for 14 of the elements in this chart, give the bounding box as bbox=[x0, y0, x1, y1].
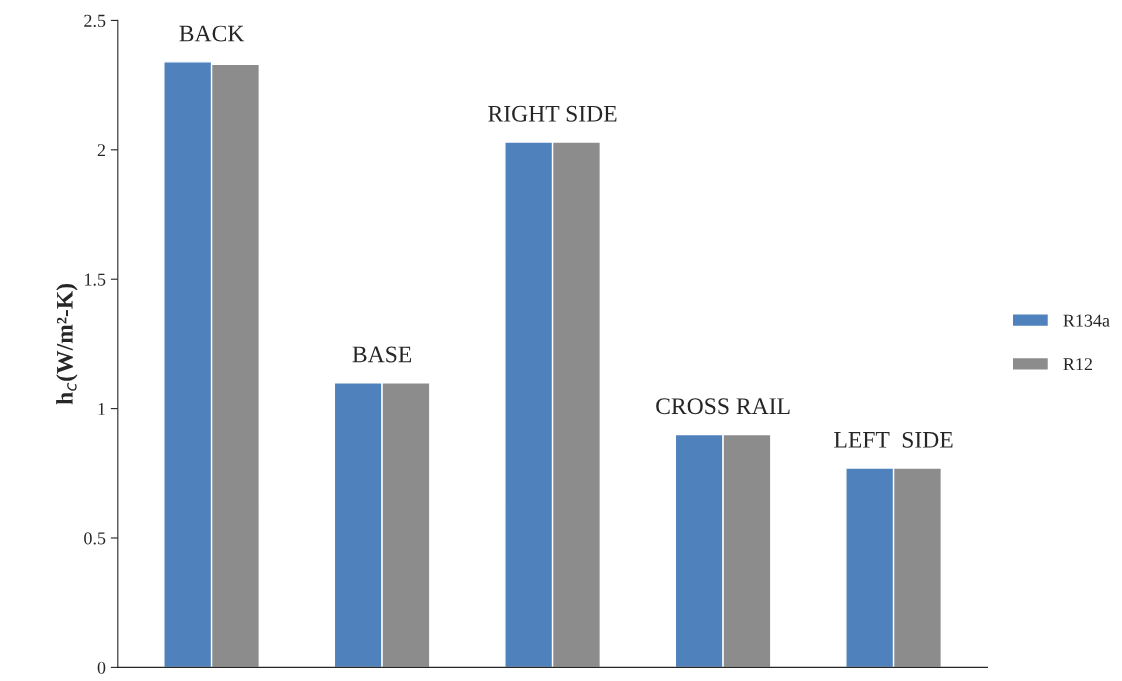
y-tick-label: 1 bbox=[98, 402, 105, 415]
y-tick-label: 0 bbox=[97, 661, 106, 674]
y-axis-title: h$_{c}$(W/m²-K) bbox=[56, 284, 78, 405]
y-tick-label: 0.5 bbox=[84, 532, 106, 545]
x-tick-label: RIGHT SIDE bbox=[488, 105, 617, 122]
legend-label: R12 bbox=[1063, 358, 1092, 371]
x-tick-label: BASE bbox=[352, 346, 412, 363]
y-tick-label: 1.5 bbox=[85, 273, 106, 286]
x-tick-label: CROSS RAIL bbox=[656, 398, 790, 415]
x-tick-label: LEFT SIDE bbox=[834, 431, 953, 448]
y-tick-label: 2 bbox=[97, 144, 106, 157]
x-tick-label: BACK bbox=[179, 25, 245, 42]
legend-label: R134a bbox=[1063, 314, 1110, 327]
y-tick-label: 2.5 bbox=[84, 14, 106, 27]
